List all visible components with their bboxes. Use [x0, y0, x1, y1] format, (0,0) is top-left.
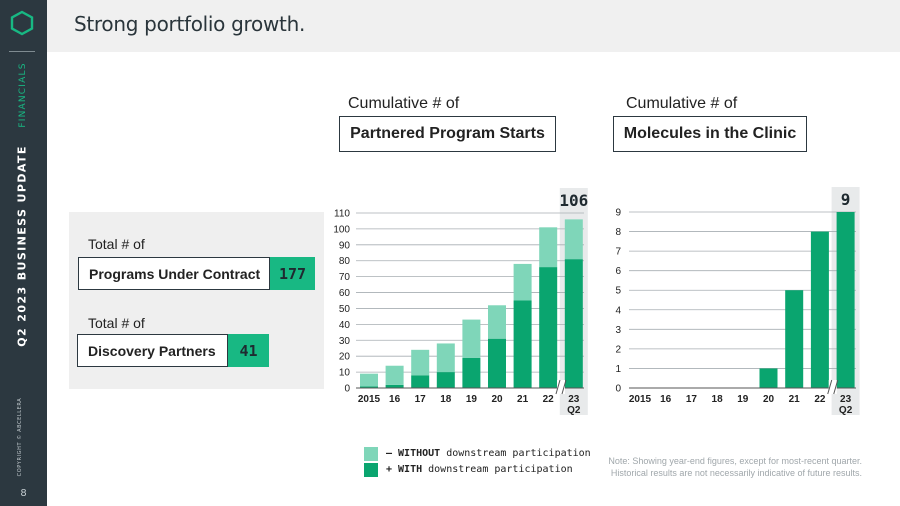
- chart1-bar-with: [513, 300, 532, 388]
- chart1-bar-with: [539, 267, 558, 388]
- chart1-xtick-sublabel: Q2: [567, 405, 581, 416]
- chart1-axis-break-mark: [561, 379, 567, 395]
- chart1-ytick-label: 40: [339, 320, 351, 331]
- chart2-ytick-label: 8: [615, 227, 621, 238]
- chart1-ytick-label: 60: [339, 288, 351, 299]
- chart1-bar-with: [462, 357, 481, 388]
- chart1-ytick-label: 90: [339, 240, 351, 251]
- chart2-xtick-label: 21: [789, 394, 801, 405]
- programs-prefix: Total # of: [88, 236, 145, 252]
- chart1-ytick-label: 20: [339, 352, 351, 363]
- chart1-bar-without: [564, 219, 583, 260]
- chart2-axis-break-gap: [828, 380, 837, 394]
- chart1-xtick-label: 2015: [358, 394, 381, 405]
- chart1-ytick-label: 70: [339, 272, 351, 283]
- chart1-title: Partnered Program Starts: [339, 116, 556, 152]
- chart2-xtick-label: 16: [660, 394, 672, 405]
- chart1-xtick-label: 16: [389, 394, 401, 405]
- chart1-bar-without: [436, 343, 455, 373]
- chart1-heading-prefix: Cumulative # of: [348, 95, 460, 112]
- page-number: 8: [20, 488, 27, 499]
- chart1-bar-without: [462, 319, 481, 358]
- chart2-ytick-label: 6: [615, 266, 621, 277]
- chart2-ytick-label: 0: [615, 384, 621, 395]
- chart2-bar: [785, 290, 804, 388]
- footnote-line-1: Note: Showing year-end figures, except f…: [608, 456, 862, 466]
- chart2-heading-prefix: Cumulative # of: [626, 95, 738, 112]
- chart2-ytick-label: 1: [615, 364, 621, 375]
- chart1-xtick-label: 18: [440, 394, 452, 405]
- sidebar: FINANCIALS Q2 2023 BUSINESS UPDATE COPYR…: [0, 0, 47, 506]
- chart1-bar-with: [564, 259, 583, 388]
- chart2-axis-break-mark: [833, 379, 839, 395]
- chart1-ytick-label: 0: [344, 384, 350, 395]
- chart1-callout-value: 106: [559, 191, 588, 210]
- programs-under-contract-label: Programs Under Contract: [78, 257, 270, 290]
- programs-under-contract-value: 177: [270, 257, 315, 290]
- chart1-ytick-label: 80: [339, 256, 351, 267]
- chart1-bar-without: [411, 349, 430, 376]
- chart1-bar-with: [385, 384, 404, 388]
- footnote-line-2: Historical results are not necessarily i…: [610, 468, 862, 478]
- chart2-xtick-label: 17: [686, 394, 698, 405]
- chart2-ytick-label: 2: [615, 344, 621, 355]
- chart1-ytick-label: 110: [334, 209, 350, 220]
- chart1-ytick-label: 100: [333, 224, 350, 235]
- chart1-xtick-label: 23: [568, 394, 580, 405]
- chart1-axis-break-mark: [555, 379, 561, 395]
- sidebar-divider: [9, 51, 35, 52]
- chart2-xtick-label: 20: [763, 394, 775, 405]
- page-title: Strong portfolio growth.: [74, 12, 306, 36]
- chart2-bar: [836, 212, 855, 388]
- chart1-ytick-label: 10: [339, 368, 351, 379]
- legend-without-swatch: [364, 447, 378, 461]
- chart2-bar: [759, 368, 778, 388]
- chart1-bar-without: [539, 227, 558, 268]
- chart2-ytick-label: 5: [615, 286, 621, 297]
- chart1-xtick-label: 20: [491, 394, 503, 405]
- chart1-ytick-label: 30: [339, 336, 351, 347]
- chart2-xtick-label: 22: [814, 394, 826, 405]
- chart1-xtick-label: 17: [415, 394, 427, 405]
- abcellera-logo-icon: [10, 10, 34, 36]
- chart1-ytick-label: 50: [339, 304, 351, 315]
- discovery-partners-value: 41: [228, 334, 269, 367]
- chart1-bar-with: [411, 375, 430, 388]
- chart1-bar-with: [360, 386, 378, 388]
- title-bar: Strong portfolio growth.: [47, 0, 900, 52]
- partners-prefix: Total # of: [88, 315, 145, 331]
- chart2-title: Molecules in the Clinic: [613, 116, 807, 152]
- chart1-xtick-label: 21: [517, 394, 529, 405]
- chart2-ytick-label: 3: [615, 325, 621, 336]
- legend-with-text: + WITH downstream participation: [386, 464, 573, 475]
- chart1-bar-without: [488, 305, 506, 339]
- chart1-bar-with: [488, 338, 506, 388]
- legend-without-text: – WITHOUT downstream participation: [386, 448, 591, 459]
- discovery-partners-label: Discovery Partners: [77, 334, 228, 367]
- chart2-ytick-label: 9: [615, 208, 621, 219]
- chart2-xtick-label: 23: [840, 394, 852, 405]
- chart2-ytick-label: 7: [615, 247, 621, 258]
- chart2-callout-value: 9: [841, 190, 851, 209]
- chart2-xtick-label: 2015: [629, 394, 652, 405]
- chart1-axis-break-gap: [557, 380, 565, 394]
- chart2-xtick-label: 18: [712, 394, 724, 405]
- chart1-xtick-label: 19: [466, 394, 478, 405]
- chart2-bar: [810, 231, 829, 388]
- chart2-xtick-sublabel: Q2: [839, 405, 853, 416]
- chart1-bar-without: [385, 365, 404, 385]
- chart1-bar-without: [360, 373, 378, 387]
- chart2-axis-break-mark: [827, 379, 833, 395]
- chart1-xtick-label: 22: [543, 394, 555, 405]
- chart2-xtick-label: 19: [737, 394, 749, 405]
- legend-with-swatch: [364, 463, 378, 477]
- chart2-ytick-label: 4: [615, 305, 621, 316]
- chart1-bar-without: [513, 263, 532, 301]
- chart1-bar-with: [436, 372, 455, 388]
